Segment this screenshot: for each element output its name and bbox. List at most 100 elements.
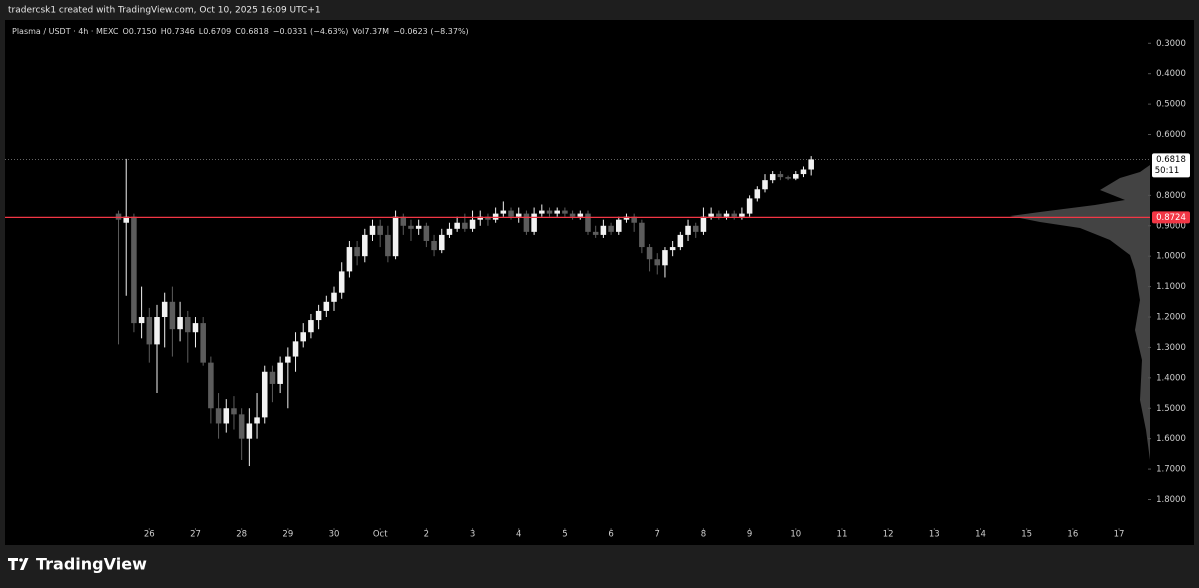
candle-body: [308, 320, 314, 333]
candle-body: [154, 317, 160, 345]
candle-body: [369, 225, 376, 235]
y-tick-label: 1.4000: [1156, 373, 1186, 383]
x-tick-label: Oct: [373, 530, 388, 540]
candle-body: [592, 231, 599, 235]
candle-body: [692, 225, 699, 232]
candle-body: [454, 222, 460, 229]
price-axis: 0.3000 0.4000 0.5000 0.6000 0.8000 0.9000 1.00…: [144, 39, 1186, 540]
y-tick-label: 0.5000: [1156, 100, 1186, 110]
x-tick-label: 9: [747, 530, 752, 540]
x-tick-label: 10: [790, 530, 801, 540]
candle-body: [377, 225, 383, 235]
candle-body: [269, 371, 276, 384]
candle-body: [123, 216, 129, 223]
y-tick-label: 1.6000: [1156, 434, 1186, 444]
last-price-label: 0.6818: [1156, 155, 1186, 165]
x-tick-label: 14: [975, 530, 986, 540]
candle-body: [708, 213, 714, 217]
candle-body: [292, 341, 299, 357]
candle-body: [500, 210, 507, 214]
legend-item: C0.6818: [235, 27, 269, 36]
candle-body: [285, 356, 291, 363]
y-tick-label: 0.6000: [1156, 130, 1186, 140]
candle-body: [531, 213, 537, 232]
y-tick-label: 0.4000: [1156, 69, 1186, 79]
candle-body: [485, 216, 491, 220]
header-text: tradercsk1 created with TradingView.com,…: [8, 6, 321, 16]
y-tick-label: 1.8000: [1156, 495, 1186, 505]
candle-body: [777, 174, 784, 178]
x-tick-label: 8: [701, 530, 706, 540]
candle-body: [654, 259, 661, 266]
x-tick-label: 13: [929, 530, 940, 540]
footer: TradingView: [8, 555, 147, 574]
legend-item: H0.7346: [161, 27, 195, 36]
candle-body: [793, 174, 799, 179]
candle-body: [354, 247, 360, 257]
x-tick-label: 7: [655, 530, 660, 540]
y-tick-label: 1.5000: [1156, 404, 1186, 414]
y-tick-label: 0.8000: [1156, 191, 1186, 201]
y-tick-label: 1.2000: [1156, 313, 1186, 323]
candle-body: [385, 234, 391, 257]
candle-body: [185, 317, 191, 333]
candle-body: [277, 362, 283, 384]
countdown: 50:11: [1155, 166, 1180, 176]
x-tick-label: 6: [608, 530, 613, 540]
y-tick-label: 1.7000: [1156, 465, 1186, 475]
footer-text: TradingView: [36, 555, 147, 574]
x-tick-label: 11: [837, 530, 848, 540]
candle-body: [523, 213, 530, 232]
candle-body: [169, 301, 176, 330]
candle-body: [331, 292, 337, 302]
candle-body: [192, 323, 199, 333]
logo-dot: [19, 558, 23, 562]
candle-body: [808, 159, 814, 170]
x-tick-label: 17: [1114, 530, 1125, 540]
legend-symbol: Plasma / USDT · 4h · MEXC: [12, 27, 119, 36]
candle-body: [569, 213, 576, 217]
x-tick-label: 12: [883, 530, 894, 540]
candle-body: [577, 213, 584, 217]
y-tick-label: 1.1000: [1156, 282, 1186, 292]
candle-body: [254, 417, 260, 424]
candle-body: [423, 225, 430, 241]
x-tick-label: 30: [329, 530, 340, 540]
candle-body: [231, 408, 237, 415]
candle-body: [631, 216, 637, 223]
legend-item: O0.7150: [122, 27, 156, 36]
x-tick-label: 16: [1067, 530, 1078, 540]
candle-body: [431, 240, 437, 251]
legend-item: L0.6709: [199, 27, 231, 36]
candle-body: [146, 317, 153, 345]
candle-body: [616, 219, 622, 232]
y-tick-label: 1.0000: [1156, 252, 1186, 262]
candle-body: [131, 216, 137, 324]
candle-body: [662, 250, 668, 266]
candle-body: [785, 177, 791, 179]
candle-body: [723, 213, 730, 217]
candle-body: [800, 169, 807, 175]
candle-body: [554, 210, 560, 214]
last-price-tag: [1152, 153, 1190, 178]
candle-body: [338, 271, 345, 293]
candle-body: [716, 213, 722, 217]
legend: Plasma / USDT · 4h · MEXC O0.7150 H0.7346 L…: [12, 27, 469, 36]
candle-body: [762, 180, 768, 190]
candle-body: [200, 323, 206, 363]
candle-body: [623, 216, 630, 220]
candle-body: [739, 213, 745, 217]
candle-body: [608, 225, 614, 232]
candle-body: [469, 219, 476, 229]
candle-body: [438, 234, 445, 251]
candle-body: [415, 225, 422, 229]
candle-body: [462, 222, 468, 229]
legend-item: Vol7.37M: [352, 27, 389, 36]
candle-body: [223, 408, 230, 424]
x-tick-label: 4: [516, 530, 521, 540]
y-tick-label: 1.3000: [1156, 343, 1186, 353]
candle-body: [446, 228, 453, 235]
candle-body: [115, 213, 122, 220]
